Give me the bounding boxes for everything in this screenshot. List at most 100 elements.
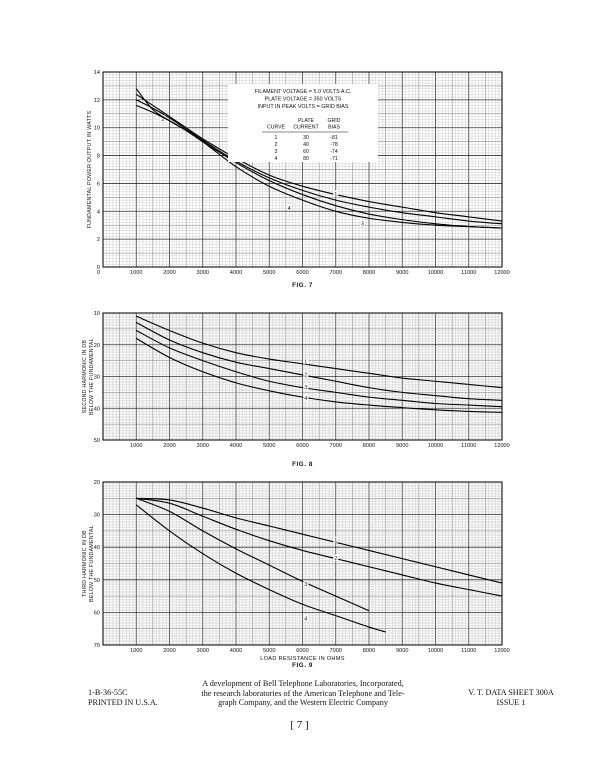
table-cell: 1 (275, 135, 278, 141)
curve-label-bg (303, 370, 309, 377)
y-axis-label: FUNDAMENTAL POWER OUTPUT IN WATTS (87, 110, 93, 228)
curve-label-4: 4 (288, 206, 291, 212)
table-header: CURRENT (293, 125, 319, 131)
curve-label-2: 2 (161, 117, 164, 123)
y-tick-label: 60 (94, 610, 100, 616)
footer-credit-line-1: A development of Bell Telephone Laborato… (202, 679, 404, 688)
x-tick-label: 9000 (396, 648, 408, 654)
curve-label-1: 1 (334, 192, 337, 198)
y-tick-label: 40 (94, 545, 100, 551)
table-cell: -74 (330, 149, 338, 155)
x-tick-label: 5000 (263, 648, 275, 654)
series-line-3 (136, 497, 370, 612)
table-header: BIAS (328, 125, 340, 131)
y-tick-label: 50 (94, 578, 100, 584)
x-tick-label: 9000 (396, 443, 408, 449)
chart-8: 1000 2000 3000 4000 5000 6000 7000 8000 9000 1000… (82, 311, 510, 468)
x-tick-label: 8000 (363, 270, 375, 276)
x-tick-label: 3000 (197, 648, 209, 654)
page-number: [ 7 ] (290, 719, 309, 731)
condition-line: FILAMENT VOLTAGE = 5.0 VOLTS A.C. (255, 89, 352, 95)
curve-label-bg (286, 204, 292, 211)
x-tick-label: 1000 (130, 270, 142, 276)
x-tick-label: 6000 (296, 648, 308, 654)
curve-label-bg (333, 190, 339, 197)
curve-label-bg (303, 394, 309, 401)
footer-center: A development of Bell Telephone Laborato… (183, 679, 423, 708)
x-tick-label: 10000 (428, 443, 444, 449)
curve-label-1: 1 (334, 538, 337, 544)
x-tick-label: 1000 (130, 443, 142, 449)
y-tick-label: 12 (94, 98, 100, 104)
y-tick-label: 14 (94, 70, 100, 76)
curve-label-bg (303, 580, 309, 587)
plot-frame (102, 312, 503, 441)
curve-label-4: 4 (304, 396, 307, 402)
x-tick-label: 2000 (163, 443, 175, 449)
x-tick-label: 11000 (461, 648, 476, 654)
x-tick-label: 6000 (296, 443, 308, 449)
y-tick-label: 6 (97, 181, 100, 187)
y-axis-label: THIRD HARMONIC IN DB (82, 530, 88, 597)
x-tick-label: 4000 (230, 648, 242, 654)
figure-label: FIG. 8 (292, 461, 313, 468)
footer-code: 1-B-36-55C (88, 688, 128, 697)
x-tick-label: 3000 (197, 270, 209, 276)
curve-label-bg (303, 614, 309, 621)
x-tick-label: 8000 (363, 648, 375, 654)
series-line-4 (135, 88, 503, 229)
curve-label-bg (333, 554, 339, 561)
y-tick-label: 2 (97, 237, 100, 243)
y-tick-label: 0 (97, 265, 100, 271)
series-line-1 (136, 497, 503, 584)
curve-label-bg (160, 115, 166, 122)
y-tick-label: 10 (94, 311, 100, 317)
y-tick-label: 10 (94, 126, 100, 132)
y-tick-label: 20 (94, 480, 100, 486)
x-tick-label: 7000 (330, 270, 342, 276)
x-tick-label: 5000 (263, 443, 275, 449)
table-header: GRID (328, 118, 341, 124)
curve-label-2: 2 (334, 556, 337, 562)
curve-label-2: 2 (304, 372, 307, 378)
x-tick-label: 2000 (163, 648, 175, 654)
x-tick-label: 4000 (230, 270, 242, 276)
x-tick-label: 7000 (330, 443, 342, 449)
table-cell: -81 (330, 135, 338, 141)
curve-label-bg (303, 358, 309, 365)
x-tick-label: 10000 (428, 270, 444, 276)
x-tick-label: 7000 (330, 648, 342, 654)
x-tick-label: 12000 (494, 270, 510, 276)
table-cell: 60 (303, 149, 309, 155)
footer-issue: ISSUE 1 (496, 697, 526, 707)
curve-label-4: 4 (304, 616, 307, 622)
table-cell: 40 (303, 142, 309, 148)
y-axis-label: SECOND HARMONIC IN DB (82, 340, 88, 414)
x-tick-label: 4000 (230, 443, 242, 449)
y-tick-label: 20 (94, 343, 100, 349)
curve-label-3: 3 (304, 582, 307, 588)
y-tick-label: 70 (94, 643, 100, 649)
curve-label-bg (359, 219, 365, 226)
x-tick-label: 6000 (296, 270, 308, 276)
series-line-2 (136, 99, 503, 225)
y-axis-label: BELOW THE FUNDAMENTAL (89, 525, 95, 602)
series-line-3 (135, 329, 503, 408)
conditions-box (228, 84, 378, 162)
condition-line: PLATE VOLTAGE = 350 VOLTS (265, 97, 342, 103)
series-line-1 (136, 315, 503, 389)
footer-sheet-title: V. T. DATA SHEET 300A (468, 688, 554, 697)
chart-7: 1000 2000 3000 4000 5000 6000 7000 8000 9000 1000… (87, 70, 510, 289)
x-tick-label: 8000 (363, 443, 375, 449)
grid (102, 312, 503, 441)
y-tick-label: 40 (94, 406, 100, 412)
curve-label-bg (333, 536, 339, 543)
table-header: CURVE (267, 125, 286, 131)
figure-label: FIG. 9 (292, 662, 313, 669)
plot-frame (102, 481, 503, 646)
x-tick-label: 12000 (494, 648, 510, 654)
y-tick-label: 30 (94, 513, 100, 519)
condition-line: INPUT IN PEAK VOLTS = GRID BIAS (257, 104, 348, 110)
table-cell: 80 (303, 156, 309, 162)
